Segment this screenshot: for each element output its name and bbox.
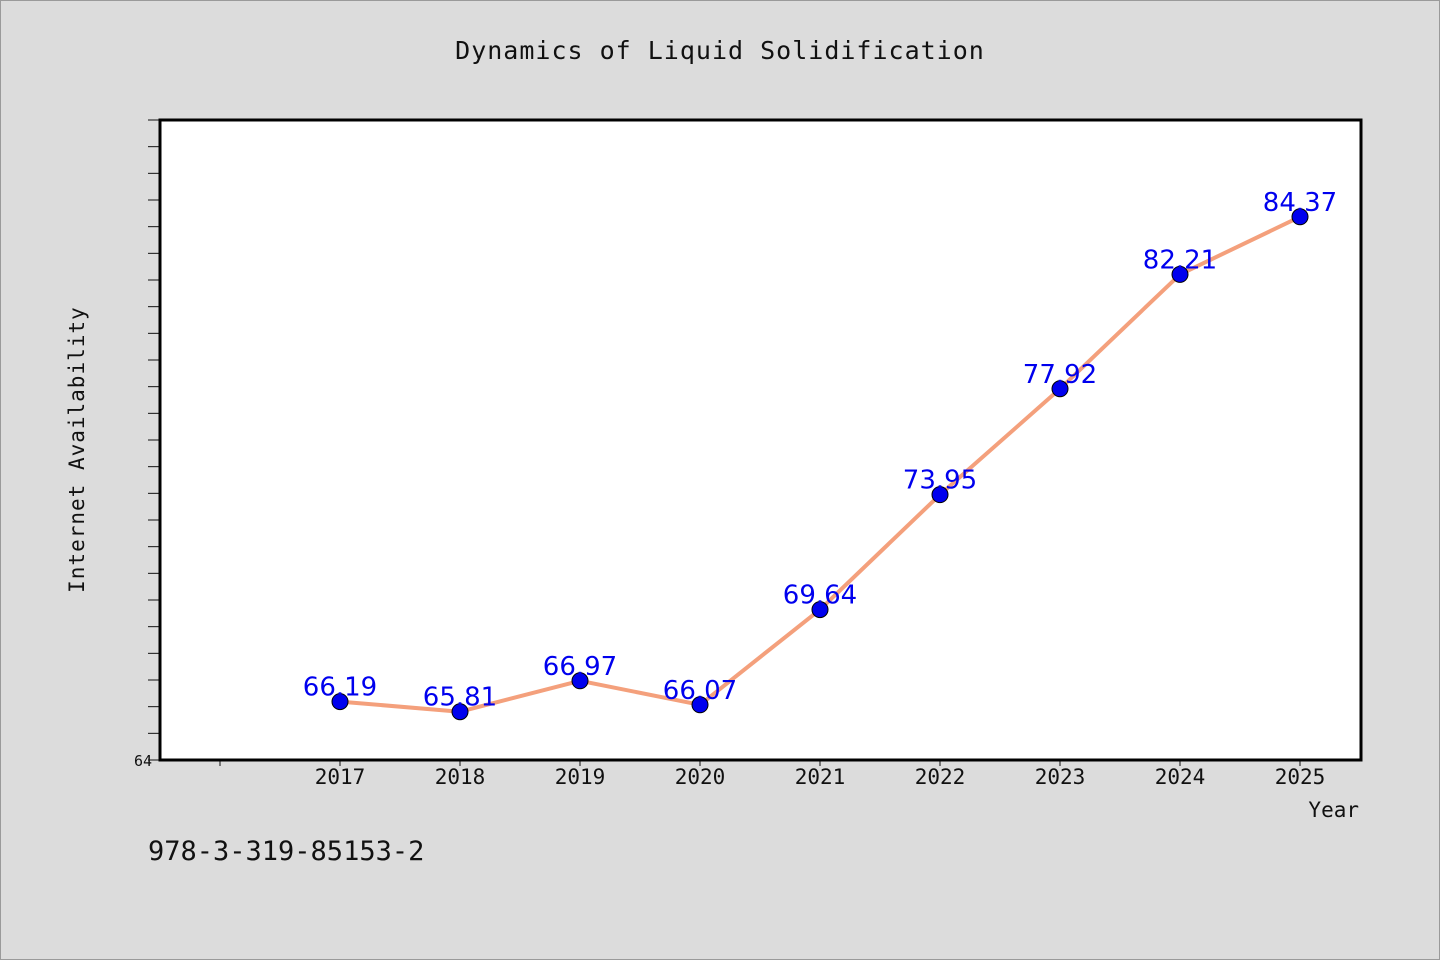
x-tick-label: 2019 — [555, 765, 606, 789]
data-point — [691, 696, 709, 714]
data-label: 69.64 — [783, 581, 857, 611]
y-axis-label: Internet Availability — [65, 306, 89, 593]
data-label: 82.21 — [1143, 245, 1217, 275]
x-tick-label: 2024 — [1155, 765, 1206, 789]
data-point — [811, 601, 829, 619]
x-tick-label: 2025 — [1275, 765, 1326, 789]
data-label: 84.37 — [1263, 188, 1337, 218]
data-label: 65.81 — [423, 683, 497, 713]
x-axis-label: Year — [1308, 798, 1359, 822]
data-point — [451, 703, 469, 721]
data-label: 66.97 — [543, 652, 617, 682]
plot-border — [158, 118, 1363, 762]
x-tick-label: 2021 — [795, 765, 846, 789]
data-label: 73.95 — [903, 466, 977, 496]
isbn-text: 978-3-319-85153-2 — [148, 836, 425, 867]
chart-title: Dynamics of Liquid Solidification — [455, 36, 985, 65]
data-label: 66.19 — [303, 673, 377, 703]
x-tick-label: 2017 — [315, 765, 366, 789]
x-tick-label: 2020 — [675, 765, 726, 789]
data-point — [931, 486, 949, 504]
plot-area — [160, 120, 1361, 760]
x-tick-label: 2023 — [1035, 765, 1086, 789]
data-point — [1051, 380, 1069, 398]
x-tick-label: 2022 — [915, 765, 966, 789]
data-label: 77.92 — [1023, 360, 1097, 390]
data-point — [1171, 265, 1189, 283]
y-tick-label: 64 — [134, 752, 152, 770]
data-point — [571, 672, 589, 690]
x-tick-label: 2018 — [435, 765, 486, 789]
data-label: 66.07 — [663, 676, 737, 706]
data-point — [331, 693, 349, 711]
data-point — [1291, 208, 1309, 226]
